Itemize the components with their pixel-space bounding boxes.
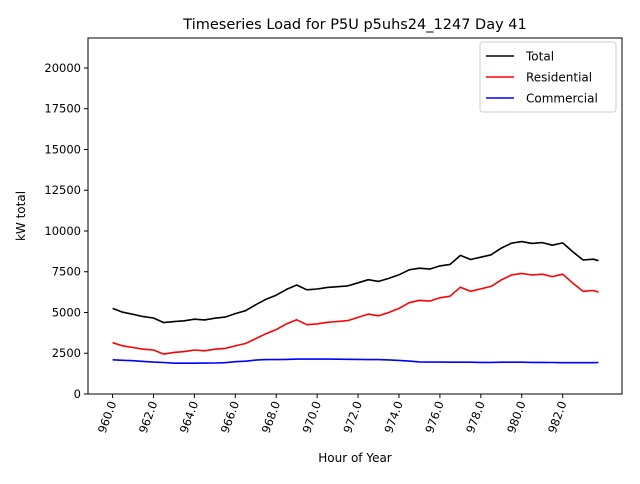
plot-frame — [87, 37, 623, 395]
chart-title: Timeseries Load for P5U p5uhs24_1247 Day… — [182, 17, 526, 33]
y-tick-label: 10000 — [44, 224, 81, 238]
legend-label: Commercial — [526, 92, 598, 106]
y-tick-label: 5000 — [52, 305, 81, 319]
series-line-residential — [112, 272, 599, 355]
x-axis-label: Hour of Year — [318, 451, 392, 465]
x-tick-label: 972.0 — [340, 399, 364, 435]
x-tick-label: 966.0 — [218, 399, 242, 435]
x-tick-label: 982.0 — [545, 399, 569, 435]
x-tick-label: 964.0 — [177, 399, 201, 435]
y-axis: 0 2500 5000 7500 10000 12500 15000 17500 20000 — [44, 61, 88, 401]
x-tick-label: 962.0 — [136, 399, 160, 435]
x-tick-label: 974.0 — [381, 399, 405, 435]
legend-label: Residential — [526, 71, 592, 85]
series-line-commercial — [112, 358, 599, 365]
y-tick-label: 12500 — [44, 183, 81, 197]
legend-box — [479, 41, 617, 113]
legend: Total Residential Commercial — [479, 41, 617, 113]
legend-label: Total — [525, 50, 554, 64]
x-axis: 960.0 962.0 964.0 966.0 968.0 970.0 972.0 974.0… — [95, 394, 569, 435]
y-axis-label: kW total — [14, 191, 28, 241]
plot-area — [112, 240, 599, 365]
y-tick-label: 15000 — [44, 142, 81, 156]
y-tick-label: 2500 — [52, 346, 81, 360]
series-line-total — [112, 240, 599, 324]
x-tick-label: 960.0 — [95, 399, 119, 435]
x-tick-label: 980.0 — [504, 399, 528, 435]
x-tick-label: 970.0 — [300, 399, 324, 435]
x-tick-label: 976.0 — [422, 399, 446, 435]
y-tick-label: 20000 — [44, 61, 81, 75]
x-tick-label: 978.0 — [463, 399, 487, 435]
y-tick-label: 17500 — [44, 102, 81, 116]
y-tick-label: 0 — [74, 387, 81, 401]
x-tick-label: 968.0 — [259, 399, 283, 435]
y-tick-label: 7500 — [52, 265, 81, 279]
